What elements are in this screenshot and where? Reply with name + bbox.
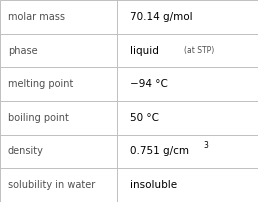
Text: insoluble: insoluble <box>130 180 178 190</box>
Text: boiling point: boiling point <box>8 113 69 123</box>
Text: phase: phase <box>8 45 37 56</box>
Text: molar mass: molar mass <box>8 12 65 22</box>
Text: liquid: liquid <box>130 45 166 56</box>
Text: melting point: melting point <box>8 79 73 89</box>
Text: 50 °C: 50 °C <box>130 113 159 123</box>
Text: 3: 3 <box>204 141 209 150</box>
Text: 0.751 g/cm: 0.751 g/cm <box>130 146 189 157</box>
Text: density: density <box>8 146 44 157</box>
Text: −94 °C: −94 °C <box>130 79 168 89</box>
Text: 70.14 g/mol: 70.14 g/mol <box>130 12 193 22</box>
Text: (at STP): (at STP) <box>184 46 215 55</box>
Text: solubility in water: solubility in water <box>8 180 95 190</box>
